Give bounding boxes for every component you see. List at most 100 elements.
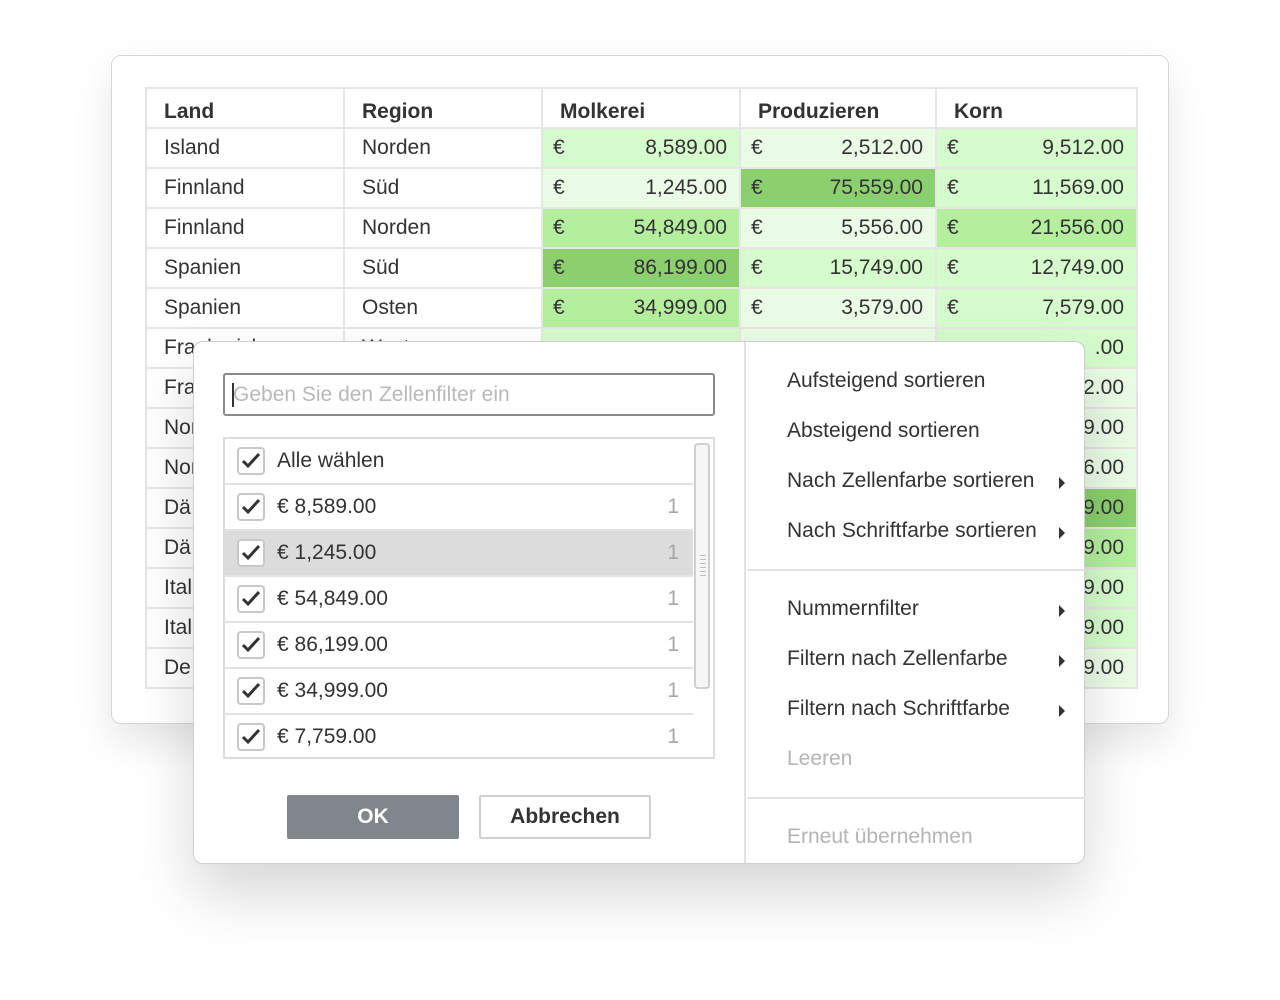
- table-row: Island Norden €8,589.00 €2,512.00 €9,512…: [145, 127, 1138, 169]
- cell-produzieren[interactable]: €75,559.00: [739, 167, 937, 209]
- select-all-row[interactable]: Alle wählen: [225, 439, 693, 485]
- value-count: 1: [667, 495, 679, 518]
- checkbox[interactable]: [237, 723, 265, 751]
- currency-symbol: €: [947, 176, 959, 199]
- checkbox[interactable]: [237, 677, 265, 705]
- filter-popup: Alle wählen € 8,589.00 1 € 1,245.00 1 € …: [193, 341, 1085, 864]
- cell-produzieren[interactable]: €3,579.00: [739, 287, 937, 329]
- cell-value: 86,199.00: [633, 256, 727, 279]
- cell-region[interactable]: Süd: [343, 167, 543, 209]
- cell-molkerei[interactable]: €34,999.00: [541, 287, 741, 329]
- cell-korn[interactable]: €21,556.00: [935, 207, 1138, 249]
- value-count: 1: [667, 725, 679, 748]
- cell-value: 75,559.00: [829, 176, 923, 199]
- list-item[interactable]: € 86,199.00 1: [225, 623, 693, 669]
- checkmark-icon: [241, 498, 261, 515]
- cell-value: 8,589.00: [645, 136, 727, 159]
- cell-land[interactable]: Spanien: [145, 287, 345, 329]
- currency-symbol: €: [947, 136, 959, 159]
- cell-korn[interactable]: €12,749.00: [935, 247, 1138, 289]
- list-item[interactable]: € 34,999.00 1: [225, 669, 693, 715]
- menu-item-sort-by-cell-color[interactable]: Nach Zellenfarbe sortieren: [787, 469, 1077, 499]
- cell-region[interactable]: Norden: [343, 207, 543, 249]
- currency-symbol: €: [751, 136, 763, 159]
- cell-region[interactable]: Osten: [343, 287, 543, 329]
- currency-symbol: €: [751, 216, 763, 239]
- value-label: € 1,245.00: [277, 541, 377, 564]
- menu-item-sort-by-font-color[interactable]: Nach Schriftfarbe sortieren: [787, 519, 1077, 549]
- list-item[interactable]: € 1,245.00 1: [225, 531, 693, 577]
- list-item[interactable]: € 54,849.00 1: [225, 577, 693, 623]
- cell-land[interactable]: Finnland: [145, 207, 345, 249]
- checkmark-icon: [241, 452, 261, 469]
- menu-item-sort-descending[interactable]: Absteigend sortieren: [787, 419, 1077, 449]
- cell-produzieren[interactable]: €15,749.00: [739, 247, 937, 289]
- submenu-arrow-icon: [1059, 705, 1065, 717]
- currency-symbol: €: [751, 176, 763, 199]
- header-produzieren[interactable]: Produzieren: [739, 87, 937, 129]
- value-count: 1: [667, 679, 679, 702]
- currency-symbol: €: [751, 296, 763, 319]
- cell-molkerei[interactable]: €86,199.00: [541, 247, 741, 289]
- ok-button[interactable]: OK: [287, 795, 459, 839]
- cell-korn[interactable]: €9,512.00: [935, 127, 1138, 169]
- cell-land[interactable]: Finnland: [145, 167, 345, 209]
- menu-item-label: Erneut übernehmen: [787, 825, 973, 848]
- checkbox[interactable]: [237, 631, 265, 659]
- menu-item-number-filter[interactable]: Nummernfilter: [787, 597, 1077, 627]
- list-scrollbar[interactable]: [694, 443, 710, 689]
- list-item[interactable]: € 8,589.00 1: [225, 485, 693, 531]
- cell-land[interactable]: Spanien: [145, 247, 345, 289]
- cell-molkerei[interactable]: €54,849.00: [541, 207, 741, 249]
- scrollbar-grip-icon: [700, 555, 706, 579]
- submenu-arrow-icon: [1059, 655, 1065, 667]
- cell-value: 9.00: [1083, 416, 1124, 439]
- menu-item-label: Nach Zellenfarbe sortieren: [787, 469, 1035, 492]
- checkbox[interactable]: [237, 585, 265, 613]
- cell-value: 2.00: [1083, 376, 1124, 399]
- cell-region[interactable]: Süd: [343, 247, 543, 289]
- text-cursor: [232, 383, 234, 407]
- checkmark-icon: [241, 636, 261, 653]
- cell-region[interactable]: Norden: [343, 127, 543, 169]
- cancel-button[interactable]: Abbrechen: [479, 795, 651, 839]
- list-item[interactable]: € 7,759.00 1: [225, 715, 693, 757]
- menu-item-label: Nach Schriftfarbe sortieren: [787, 519, 1037, 542]
- cell-filter-input[interactable]: [223, 373, 715, 416]
- menu-item-label: Filtern nach Schriftfarbe: [787, 697, 1010, 720]
- header-korn[interactable]: Korn: [935, 87, 1138, 129]
- sort-filter-menu: Aufsteigend sortieren Absteigend sortier…: [747, 342, 1085, 863]
- header-region[interactable]: Region: [343, 87, 543, 129]
- checkbox[interactable]: [237, 447, 265, 475]
- cell-produzieren[interactable]: €5,556.00: [739, 207, 937, 249]
- cell-value: 1,245.00: [645, 176, 727, 199]
- value-label: € 7,759.00: [277, 725, 377, 748]
- table-row: Finnland Norden €54,849.00 €5,556.00 €21…: [145, 207, 1138, 249]
- currency-symbol: €: [553, 296, 565, 319]
- cell-molkerei[interactable]: €8,589.00: [541, 127, 741, 169]
- checkbox[interactable]: [237, 493, 265, 521]
- checkmark-icon: [241, 682, 261, 699]
- header-land[interactable]: Land: [145, 87, 345, 129]
- currency-symbol: €: [947, 256, 959, 279]
- cell-value: 15,749.00: [829, 256, 923, 279]
- value-label: € 54,849.00: [277, 587, 388, 610]
- cell-value: 9.00: [1083, 616, 1124, 639]
- select-all-label: Alle wählen: [277, 449, 385, 472]
- cell-korn[interactable]: €7,579.00: [935, 287, 1138, 329]
- menu-item-filter-by-font-color[interactable]: Filtern nach Schriftfarbe: [787, 697, 1077, 727]
- menu-item-sort-ascending[interactable]: Aufsteigend sortieren: [787, 369, 1077, 399]
- menu-item-filter-by-cell-color[interactable]: Filtern nach Zellenfarbe: [787, 647, 1077, 677]
- table-header-row: Land Region Molkerei Produzieren Korn: [145, 87, 1138, 129]
- header-molkerei[interactable]: Molkerei: [541, 87, 741, 129]
- currency-symbol: €: [553, 136, 565, 159]
- checkbox[interactable]: [237, 539, 265, 567]
- cell-molkerei[interactable]: €1,245.00: [541, 167, 741, 209]
- value-list: Alle wählen € 8,589.00 1 € 1,245.00 1 € …: [223, 437, 715, 759]
- cell-land[interactable]: Island: [145, 127, 345, 169]
- currency-symbol: €: [553, 176, 565, 199]
- cell-korn[interactable]: €11,569.00: [935, 167, 1138, 209]
- cell-value: 11,569.00: [1032, 176, 1124, 199]
- value-count: 1: [667, 633, 679, 656]
- cell-produzieren[interactable]: €2,512.00: [739, 127, 937, 169]
